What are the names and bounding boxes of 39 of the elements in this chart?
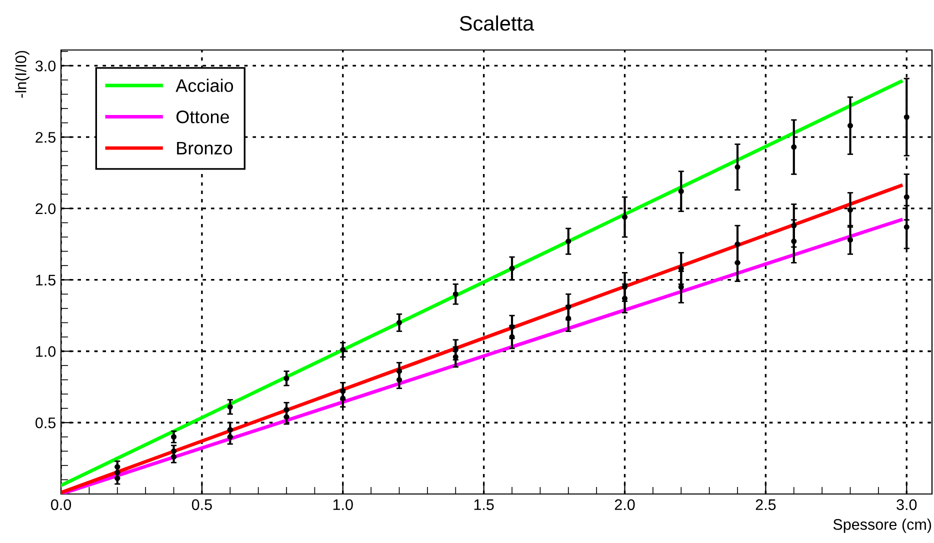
x-tick-label: 2.0 [614, 499, 635, 510]
point [622, 214, 628, 220]
point [904, 114, 910, 120]
point [791, 238, 797, 244]
point [396, 320, 402, 326]
point [566, 238, 572, 244]
point [509, 266, 515, 272]
legend-label: Bronzo [177, 142, 232, 155]
y-tick-label: 2.0 [36, 203, 56, 214]
point [170, 434, 177, 440]
point [847, 122, 854, 128]
y-tick-label: 3.0 [35, 60, 56, 72]
x-tick-label: 2.5 [756, 499, 776, 510]
point [284, 376, 290, 382]
y-axis-title: -ln(I/I0) [15, 50, 30, 98]
point [791, 144, 797, 150]
x-tick-label: 0.5 [192, 499, 212, 510]
y-tick-label: 1.5 [36, 274, 56, 286]
x-tick-label: 1.0 [333, 499, 353, 510]
point [791, 222, 797, 228]
y-tick-label: 0.5 [36, 417, 56, 428]
x-tick-label: 3.0 [896, 499, 917, 510]
legend-label: Ottone [176, 110, 229, 124]
x-tick-label: 0.0 [50, 499, 72, 510]
point [734, 164, 740, 170]
x-tick-label: 1.5 [474, 499, 494, 510]
point [904, 224, 910, 230]
point [847, 207, 854, 213]
y-tick-label: 2.5 [36, 132, 56, 143]
y-tick-label: 1.0 [36, 346, 56, 357]
chart-title: Scaletta [460, 15, 534, 31]
legend-label: Acciaio [176, 78, 234, 92]
point [340, 347, 346, 353]
point [227, 404, 233, 410]
point [847, 237, 854, 243]
point [452, 291, 458, 297]
x-axis-title: Spessore (cm) [833, 518, 932, 533]
point [678, 188, 684, 194]
point [904, 194, 910, 200]
